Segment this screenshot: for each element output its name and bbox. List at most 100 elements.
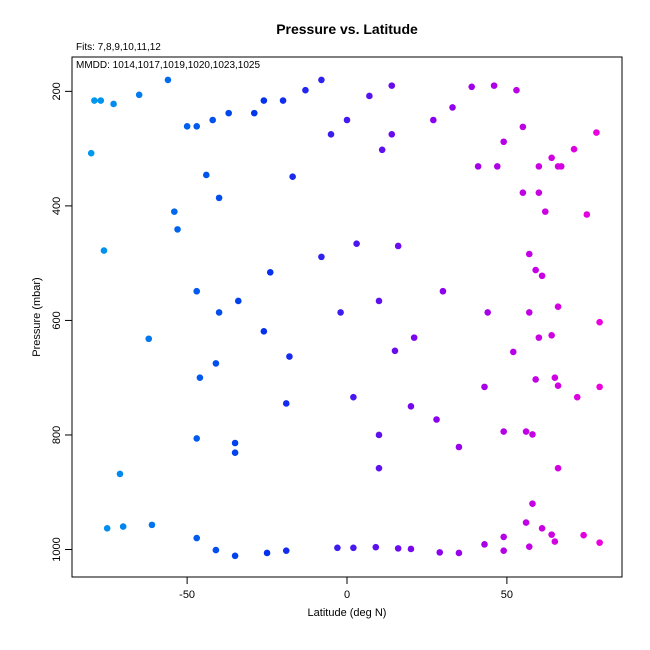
data-point: [289, 173, 296, 180]
data-point: [474, 163, 482, 170]
data-point: [481, 541, 488, 548]
data-point: [525, 309, 533, 316]
data-point: [551, 538, 559, 545]
data-point: [570, 145, 578, 153]
data-point: [212, 546, 220, 554]
data-point: [234, 297, 242, 305]
data-point: [203, 171, 210, 179]
data-point: [532, 266, 539, 274]
data-point: [263, 549, 271, 557]
data-point: [493, 163, 501, 170]
data-point: [231, 439, 239, 447]
data-point: [500, 533, 507, 541]
data-point: [519, 189, 527, 197]
data-point: [282, 400, 290, 407]
data-point: [593, 129, 600, 136]
plot-frame: [71, 56, 623, 578]
y-tick-label: 400: [51, 197, 63, 215]
data-point: [103, 525, 111, 532]
data-point: [250, 109, 258, 117]
data-point: [500, 547, 507, 554]
data-point: [538, 525, 546, 532]
data-point: [318, 253, 325, 261]
data-point: [260, 97, 268, 104]
data-point: [394, 242, 402, 250]
data-point: [231, 449, 239, 457]
data-point: [366, 92, 373, 100]
data-point: [350, 393, 357, 401]
data-point: [334, 544, 341, 552]
data-point: [541, 208, 549, 215]
data-point: [282, 547, 290, 554]
data-point: [535, 189, 543, 197]
chart-title: Pressure vs. Latitude: [276, 21, 418, 37]
y-axis-label: Pressure (mbar): [31, 277, 43, 356]
data-point: [500, 138, 507, 146]
data-point: [97, 97, 105, 104]
data-point: [135, 91, 143, 99]
data-point: [433, 416, 440, 423]
data-point: [554, 464, 562, 472]
data-point: [548, 332, 555, 339]
y-tick-label: 200: [51, 82, 63, 100]
data-point: [225, 109, 232, 117]
data-point: [583, 211, 591, 218]
x-axis-label: Latitude (deg N): [308, 607, 387, 619]
data-point: [573, 393, 581, 401]
data-point: [145, 335, 153, 343]
data-point: [535, 163, 543, 170]
data-point: [407, 403, 415, 410]
data-point: [212, 360, 220, 367]
data-point: [378, 146, 386, 154]
data-point: [87, 149, 95, 157]
data-point: [410, 334, 418, 341]
data-point: [449, 104, 456, 111]
data-point: [391, 347, 399, 355]
data-point: [116, 470, 124, 478]
data-point: [455, 443, 463, 451]
data-point: [286, 353, 293, 360]
data-point: [525, 543, 533, 550]
data-point: [436, 549, 444, 556]
data-point: [318, 76, 325, 84]
data-point: [394, 545, 402, 552]
data-point: [529, 500, 536, 507]
data-point: [455, 549, 463, 557]
axes: -50 0 50 200 400 600 800 1000: [51, 82, 513, 601]
data-point: [388, 131, 396, 138]
data-point: [164, 76, 172, 84]
data-point: [279, 97, 287, 104]
data-point: [538, 272, 546, 280]
data-point: [551, 374, 559, 382]
data-point: [509, 348, 517, 356]
data-point: [439, 287, 447, 295]
data-point: [343, 116, 351, 124]
data-point: [302, 86, 309, 94]
y-tick-label: 800: [51, 426, 63, 444]
fits-annotation: Fits: 7,8,9,10,11,12: [76, 42, 161, 53]
data-point: [327, 131, 335, 138]
data-point: [231, 552, 239, 560]
data-point: [532, 376, 539, 383]
data-point: [193, 122, 201, 130]
y-tick-label: 1000: [51, 537, 63, 561]
data-point: [209, 116, 216, 124]
data-point: [522, 519, 530, 526]
data-point: [481, 383, 488, 391]
data-point: [171, 208, 178, 215]
data-point: [174, 226, 181, 233]
data-point: [215, 194, 223, 202]
x-tick-label: 0: [344, 589, 350, 601]
data-point: [375, 297, 383, 305]
data-point: [183, 122, 191, 130]
data-point: [596, 383, 603, 391]
data-point: [554, 303, 562, 310]
x-tick-label: 50: [501, 589, 513, 601]
data-point: [215, 309, 223, 316]
data-point: [519, 123, 527, 131]
data-point: [522, 428, 530, 435]
data-point: [557, 163, 565, 170]
data-point: [372, 543, 380, 551]
data-point: [490, 82, 498, 89]
